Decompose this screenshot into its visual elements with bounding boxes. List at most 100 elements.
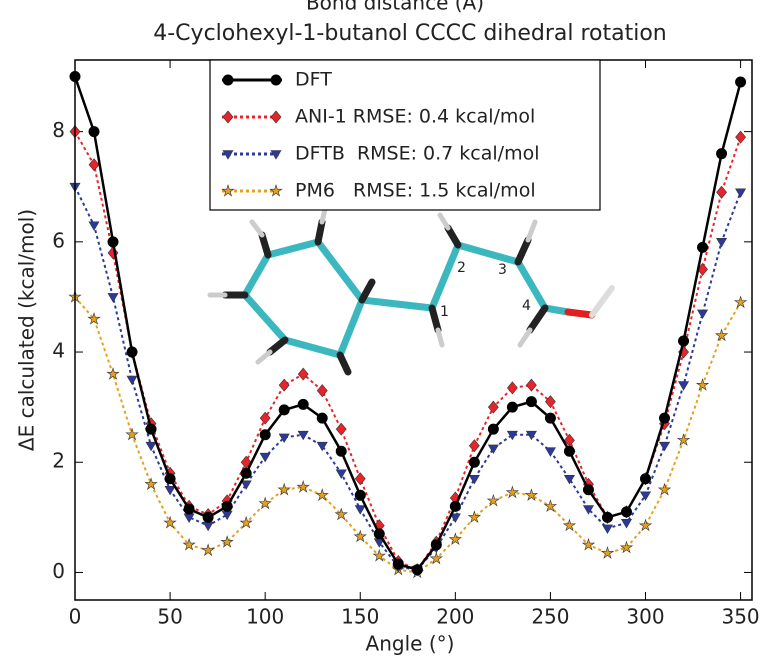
marker (336, 470, 346, 479)
marker (146, 424, 156, 434)
y-axis-label: ΔE calculated (kcal/mol) (15, 209, 39, 451)
marker (108, 237, 118, 247)
x-tick-label: 100 (246, 605, 284, 629)
series-line (75, 187, 741, 570)
marker (146, 442, 156, 451)
marker (297, 481, 308, 492)
marker (355, 490, 365, 500)
y-tick-label: 4 (52, 339, 65, 363)
marker (679, 382, 689, 391)
marker (108, 293, 118, 302)
marker (222, 511, 232, 520)
legend-label: ANI-1 RMSE: 0.4 kcal/mol (295, 106, 535, 128)
marker (317, 385, 327, 397)
marker (469, 511, 480, 522)
marker (640, 520, 651, 531)
y-tick-label: 8 (52, 118, 65, 142)
marker (355, 506, 365, 514)
marker (564, 446, 574, 456)
legend-label: PM6 RMSE: 1.5 kcal/mol (295, 180, 536, 202)
marker (165, 486, 175, 495)
marker (736, 131, 746, 143)
marker (717, 186, 727, 198)
marker (488, 445, 498, 454)
marker (698, 242, 708, 252)
x-tick-label: 250 (531, 605, 569, 629)
marker (660, 442, 670, 451)
x-tick-label: 0 (69, 605, 82, 629)
series-line (75, 297, 741, 573)
marker (89, 127, 99, 137)
marker (202, 544, 213, 555)
x-axis-label: Angle (°) (366, 632, 455, 656)
marker (88, 313, 99, 324)
marker (336, 446, 346, 456)
x-tick-label: 50 (157, 605, 182, 629)
marker (488, 424, 498, 434)
marker (469, 440, 479, 452)
marker (736, 189, 746, 198)
legend-marker (271, 75, 281, 85)
marker (526, 397, 536, 407)
marker (336, 509, 347, 520)
marker (450, 533, 461, 544)
marker (621, 542, 632, 553)
marker (126, 429, 137, 440)
marker (641, 474, 651, 484)
marker (260, 453, 270, 462)
x-tick-label: 300 (626, 605, 664, 629)
marker (545, 448, 555, 457)
marker (279, 379, 289, 391)
marker (659, 484, 670, 495)
marker (222, 501, 232, 511)
marker (431, 540, 441, 550)
atom-label: 1 (440, 304, 449, 320)
molecule: 1 2 3 4 (210, 205, 612, 372)
marker (393, 559, 403, 569)
marker (279, 405, 289, 415)
marker (203, 512, 213, 522)
marker (735, 296, 746, 307)
legend-marker (223, 75, 233, 85)
suptitle: Bond distance (Å) (306, 0, 484, 15)
x-tick-label: 350 (721, 605, 759, 629)
marker (583, 485, 593, 495)
marker (127, 347, 137, 357)
marker (660, 413, 670, 423)
y-tick-label: 2 (52, 449, 65, 473)
legend-label: DFTB RMSE: 0.7 kcal/mol (295, 143, 540, 165)
chart: Bond distance (Å) 4-Cyclohexyl-1-butanol… (0, 0, 767, 660)
marker (507, 487, 518, 498)
marker (374, 529, 384, 539)
marker (678, 434, 689, 445)
marker (679, 336, 689, 346)
marker (545, 413, 555, 423)
marker (355, 531, 366, 542)
marker (336, 423, 346, 435)
marker (412, 565, 422, 575)
marker (241, 468, 251, 478)
atom-label: 3 (498, 262, 507, 278)
marker (602, 547, 613, 558)
atom-label: 2 (457, 260, 466, 276)
marker (450, 501, 460, 511)
x-tick-label: 150 (341, 605, 379, 629)
marker (203, 522, 213, 531)
marker (278, 484, 289, 495)
marker (602, 525, 612, 534)
marker (89, 222, 99, 231)
marker (507, 382, 517, 394)
marker (507, 402, 517, 412)
marker (717, 238, 727, 247)
marker (165, 474, 175, 484)
marker (259, 498, 270, 509)
marker (697, 379, 708, 390)
marker (355, 473, 365, 485)
marker (298, 399, 308, 409)
x-tick-label: 200 (436, 605, 474, 629)
marker (717, 149, 727, 159)
marker (317, 442, 327, 451)
marker (317, 413, 327, 423)
marker (145, 478, 156, 489)
marker (127, 376, 137, 385)
